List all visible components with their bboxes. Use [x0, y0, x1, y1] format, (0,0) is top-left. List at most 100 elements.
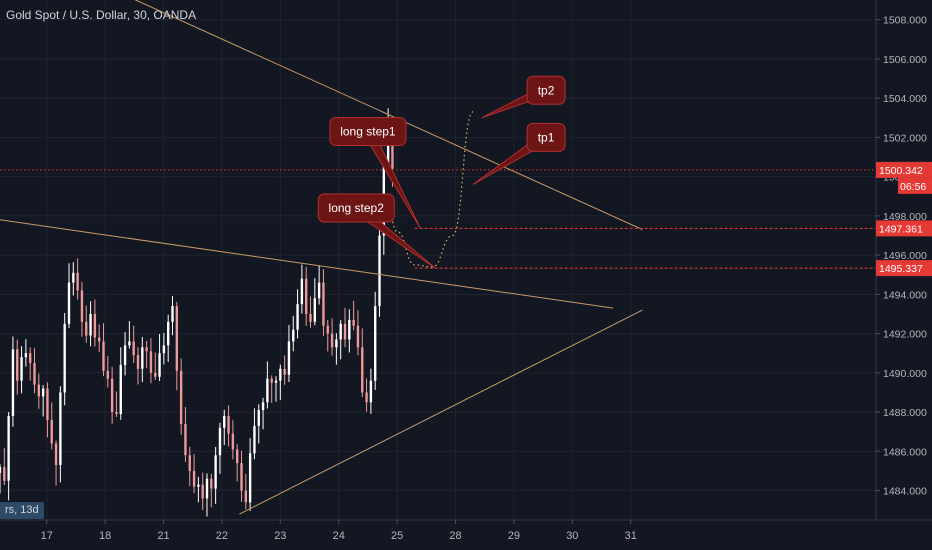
candle [154, 352, 157, 381]
candle [50, 402, 53, 450]
candle-body [270, 378, 273, 383]
x-tick-label: 30 [566, 530, 578, 542]
candle-body [374, 306, 377, 381]
candle-body [283, 368, 286, 375]
candle [236, 444, 239, 482]
candle [76, 258, 79, 300]
y-tick-label: 1508.000 [883, 15, 927, 27]
candle [3, 447, 6, 486]
candle-body [141, 347, 144, 369]
period-badge[interactable]: rs, 13d [0, 502, 44, 519]
candle [231, 420, 235, 460]
candle-body [72, 272, 75, 283]
candle [296, 289, 299, 339]
candle [369, 368, 373, 414]
candle [167, 314, 170, 362]
candle-body [214, 455, 217, 489]
y-tick-label: 1486.000 [883, 446, 927, 458]
candle-body [67, 282, 71, 324]
candle [205, 473, 209, 517]
candle [287, 325, 291, 383]
candle [244, 473, 248, 510]
candle-body [227, 416, 230, 434]
callout-tp1: tp1 [472, 122, 566, 185]
candle [326, 320, 329, 352]
candle [270, 375, 273, 403]
candle [300, 264, 304, 314]
candle [106, 356, 110, 388]
trendline-3 [239, 309, 643, 515]
price-tag-bg [876, 161, 932, 178]
callout-box [317, 193, 395, 223]
candle-body [343, 323, 347, 340]
candle-body [386, 125, 390, 167]
callout-box [526, 75, 566, 105]
candle-body [41, 388, 45, 397]
candle-body [192, 470, 196, 487]
y-tick-label: 1498.000 [883, 211, 927, 223]
candle [46, 382, 49, 438]
price-tag-label: 1495.337 [879, 263, 923, 275]
y-tick-label: 1504.000 [883, 93, 927, 105]
candle-body [123, 345, 127, 365]
candle [348, 309, 351, 353]
candle-body [128, 341, 131, 346]
candle [145, 340, 148, 369]
plot-area: long step1 long step2 tp1 tp2 [0, 0, 876, 520]
candle [0, 464, 2, 494]
y-tick-label: 1502.000 [883, 132, 927, 144]
candle-body [154, 372, 157, 377]
candle-body [63, 323, 66, 393]
y-tick-label: 1492.000 [883, 329, 927, 341]
y-tick-label: 1494.000 [883, 289, 927, 301]
candle [352, 300, 355, 331]
candle-body [98, 337, 101, 342]
candle [132, 325, 135, 363]
callout-long-step1: long step1 [329, 116, 421, 229]
candle-body [248, 453, 252, 503]
candle-body [240, 463, 243, 491]
candle [24, 339, 28, 367]
candle [192, 453, 196, 494]
candle-body [339, 323, 342, 340]
candle-body [287, 341, 291, 375]
candle [128, 321, 131, 349]
price-tag-bg [876, 220, 932, 237]
candle [80, 281, 84, 337]
candle [361, 328, 364, 398]
x-tick-label: 22 [216, 530, 228, 542]
callout-box [526, 122, 566, 152]
y-tick-label: 1488.000 [883, 407, 927, 419]
y-axis: 1484.000 1486.000 1488.000 1490.000 1492.000… [875, 0, 932, 550]
y-tick-label: 1484.000 [883, 486, 927, 498]
candle [98, 324, 101, 352]
candle-body [37, 384, 40, 397]
candle-body [59, 392, 62, 466]
x-tick-label: 24 [333, 530, 345, 542]
x-tick-label: 21 [157, 530, 169, 542]
candle [149, 338, 153, 384]
candle [374, 291, 377, 390]
candle-body [158, 353, 161, 377]
candle-body [3, 467, 6, 481]
candle-body [149, 351, 153, 373]
candle-body [119, 364, 122, 415]
candle [63, 313, 66, 406]
candle-body [0, 467, 2, 473]
candle [11, 336, 15, 427]
candle-body [244, 490, 248, 503]
candle [59, 386, 62, 483]
trendline-2 [0, 219, 614, 309]
candle-body [162, 345, 166, 354]
x-tick-label: 25 [391, 530, 403, 542]
candle-body [296, 304, 299, 330]
candle [356, 310, 360, 356]
candle [7, 412, 10, 501]
candle-body [231, 433, 235, 450]
candle-body [266, 378, 269, 403]
x-axis: 17 18 21 22 23 24 25 28 29 30 31 [0, 519, 932, 550]
x-tick-label: 29 [508, 530, 520, 542]
